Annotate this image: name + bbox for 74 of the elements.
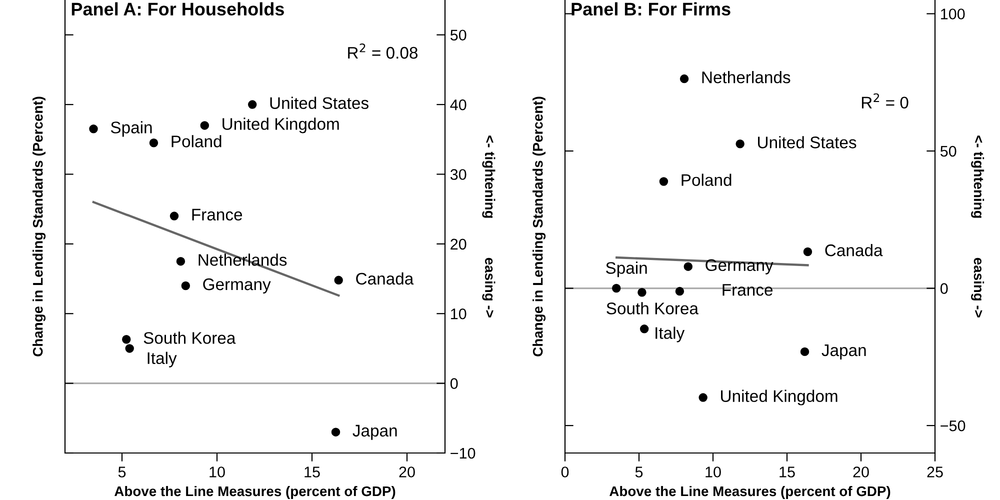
y-tick-label: 30 bbox=[450, 169, 466, 180]
annotation: Germany bbox=[706, 259, 774, 274]
point bbox=[200, 121, 210, 130]
annotation: Spain bbox=[606, 262, 647, 278]
y-tick-label: 10 bbox=[451, 308, 466, 320]
y-tick-label: 20 bbox=[450, 238, 466, 250]
point bbox=[736, 139, 744, 148]
x-tick-label: 5 bbox=[118, 466, 126, 478]
chart-title: Panel A: For Households bbox=[72, 2, 284, 16]
annotation: Netherlands bbox=[702, 71, 790, 84]
y2-axis-title: <- tightening easing -> bbox=[971, 136, 984, 318]
annotation: R$^{2}$ = 0 bbox=[862, 93, 908, 109]
annotation: Germany bbox=[203, 278, 271, 294]
x-tick-label: 10 bbox=[706, 466, 721, 478]
point bbox=[684, 262, 693, 271]
point bbox=[640, 324, 649, 334]
chart-title: Panel B: For Firms bbox=[572, 2, 730, 16]
point bbox=[334, 276, 343, 285]
point bbox=[149, 138, 158, 148]
annotation: United States bbox=[270, 96, 368, 110]
y-tick-label: −50 bbox=[940, 420, 966, 432]
y2-axis-title: <- tightening easing -> bbox=[482, 136, 496, 318]
annotation: United Kingdom bbox=[222, 118, 339, 134]
point bbox=[331, 428, 340, 436]
x-tick-label: 20 bbox=[399, 466, 415, 478]
x-tick-label: 20 bbox=[853, 466, 869, 478]
annotation: United States bbox=[758, 136, 856, 148]
point bbox=[181, 281, 190, 290]
x-axis-title: Above the Line Measures (percent of GDP) bbox=[114, 486, 396, 499]
point bbox=[248, 100, 257, 109]
x-tick-label: 15 bbox=[304, 466, 320, 478]
annotation: United Kingdom bbox=[721, 390, 838, 406]
y-tick-label: 0 bbox=[940, 283, 948, 294]
y-tick-label: −10 bbox=[450, 448, 476, 459]
point bbox=[122, 335, 131, 344]
annotation: Japan bbox=[352, 424, 397, 440]
x-tick-label: 0 bbox=[561, 466, 569, 478]
point bbox=[638, 288, 646, 297]
annotation: Poland bbox=[172, 135, 222, 148]
point bbox=[89, 124, 98, 134]
point bbox=[125, 344, 134, 353]
y-tick-label: 50 bbox=[940, 146, 956, 157]
point bbox=[659, 177, 668, 186]
annotation: Spain bbox=[110, 121, 152, 137]
point bbox=[176, 256, 186, 266]
annotation: Canada bbox=[825, 244, 883, 256]
y-axis-title: Change in Lending Standards (Percent) bbox=[532, 96, 546, 356]
x-tick-label: 5 bbox=[635, 466, 643, 478]
annotation: Canada bbox=[356, 272, 414, 285]
annotation: Italy bbox=[656, 326, 685, 342]
annotation: Poland bbox=[682, 174, 732, 186]
annotation: R$^{2}$ = 0.08 bbox=[348, 44, 418, 59]
y-tick-label: 100 bbox=[941, 8, 965, 20]
x-tick-label: 10 bbox=[210, 466, 225, 478]
annotation: Japan bbox=[822, 344, 866, 360]
annotation: South Korea bbox=[144, 332, 236, 344]
annotation: South Korea bbox=[606, 302, 699, 314]
point bbox=[803, 247, 812, 256]
point bbox=[612, 284, 621, 293]
annotation: France bbox=[722, 284, 772, 296]
y-axis-title: Change in Lending Standards (Percent) bbox=[32, 96, 46, 356]
annotation: France bbox=[192, 208, 242, 221]
point bbox=[698, 393, 708, 402]
x-axis-title: Above the Line Measures (percent of GDP) bbox=[610, 486, 890, 499]
annotation: Italy bbox=[148, 352, 177, 368]
y-tick-label: 0 bbox=[450, 378, 458, 389]
y-tick-label: 50 bbox=[450, 30, 466, 41]
point bbox=[800, 347, 810, 356]
x-tick-label: 25 bbox=[927, 466, 943, 478]
point bbox=[675, 286, 684, 296]
point bbox=[680, 74, 689, 84]
y-tick-label: 40 bbox=[450, 99, 466, 110]
x-tick-label: 15 bbox=[780, 466, 795, 478]
point bbox=[170, 212, 179, 220]
